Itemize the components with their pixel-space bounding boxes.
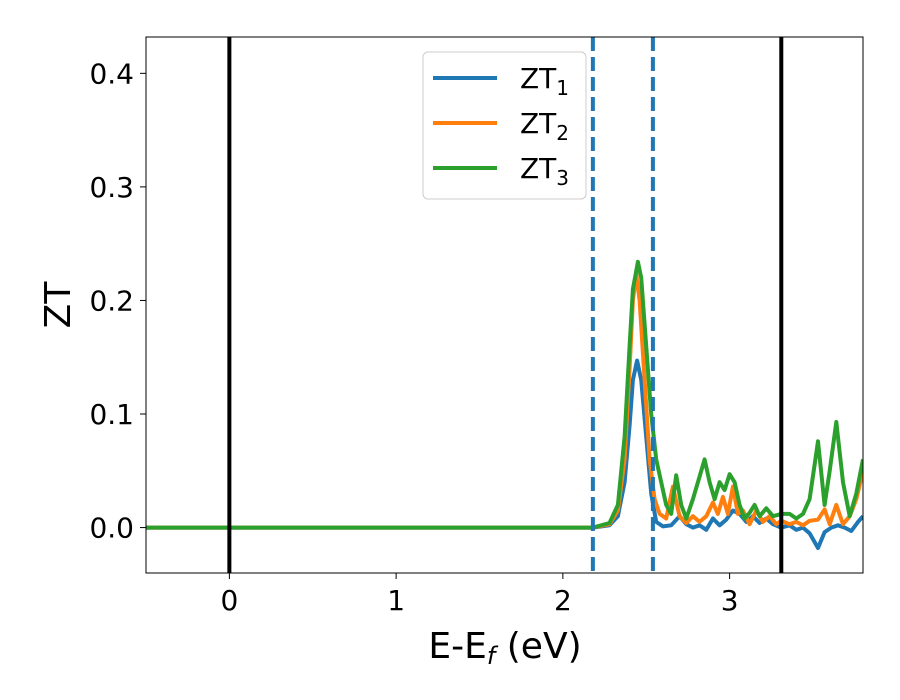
series-line-2	[146, 271, 863, 530]
legend: ZT1 ZT2 ZT3	[422, 51, 587, 200]
y-tick-label: 0.1	[89, 398, 134, 431]
x-tick-label: 3	[721, 584, 739, 617]
x-tick-label: 0	[220, 584, 238, 617]
y-tick-label: 0.0	[89, 512, 134, 545]
y-tick-label: 0.3	[89, 171, 134, 204]
axis-ticks: 0 1 2 3 0.0 0.1 0.2 0.3 0.4	[89, 57, 738, 617]
x-tick-label: 1	[387, 584, 405, 617]
legend-box	[422, 51, 587, 200]
plot-area	[146, 37, 863, 573]
legend-label-2: ZT2	[520, 107, 569, 145]
x-axis-label: E-Ef (eV)	[428, 626, 581, 670]
axes-frame	[145, 36, 864, 574]
y-axis-label: ZT	[38, 281, 79, 329]
y-tick-label: 0.2	[89, 284, 134, 317]
series-line-1	[146, 358, 863, 550]
legend-label-3: ZT3	[520, 152, 569, 190]
x-tick-label: 2	[554, 584, 572, 617]
series-line-3	[146, 259, 863, 530]
legend-label-1: ZT1	[520, 62, 569, 100]
y-tick-label: 0.4	[89, 57, 134, 90]
